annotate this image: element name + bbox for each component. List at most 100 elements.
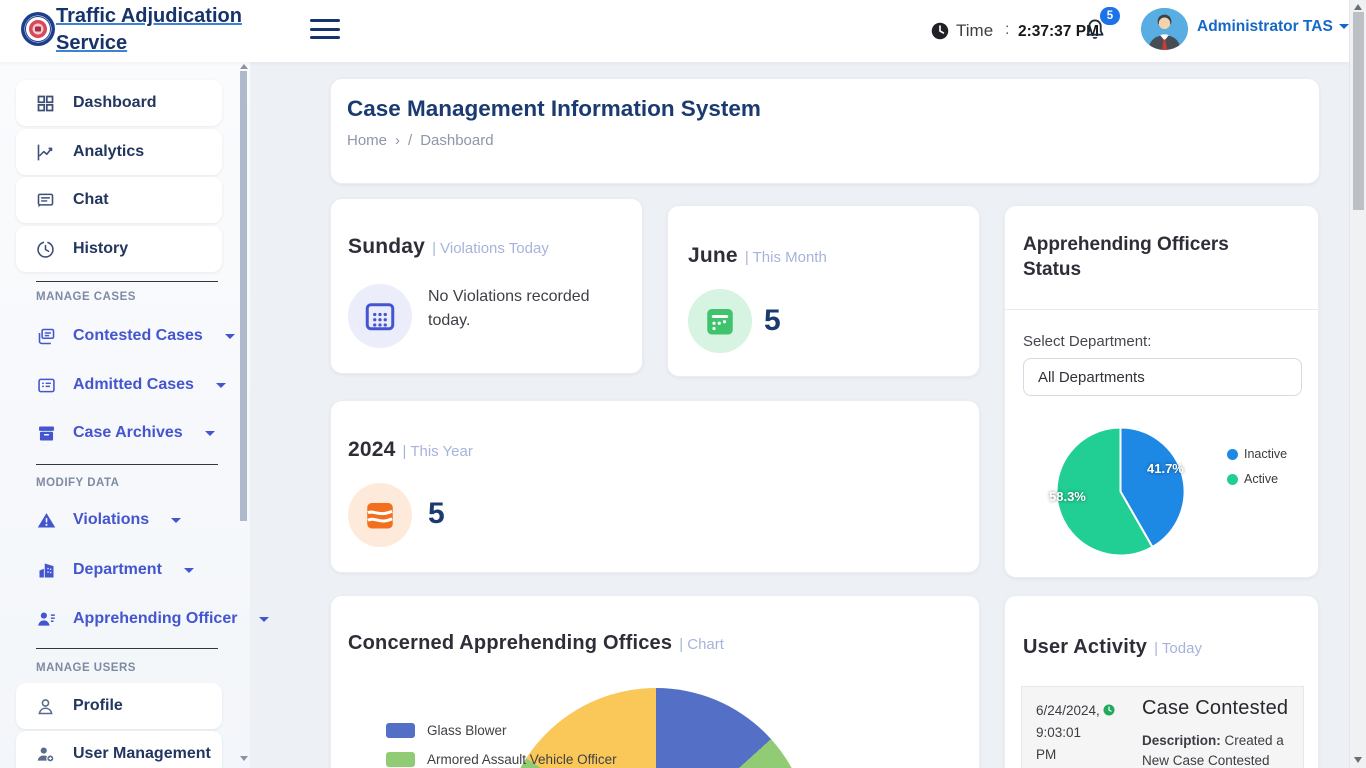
- sidebar-item-dashboard[interactable]: Dashboard: [16, 80, 222, 126]
- breadcrumb-separator: /: [408, 132, 413, 149]
- sidebar-item-contested-cases[interactable]: Contested Cases: [36, 324, 235, 348]
- sidebar-scroll-down-arrow[interactable]: [240, 756, 248, 761]
- breadcrumb-separator: ›: [395, 132, 401, 149]
- person-add-icon: [37, 747, 55, 762]
- offices-card-subtitle: | Chart: [679, 636, 724, 653]
- calendar-icon: [348, 483, 412, 547]
- app-title-link[interactable]: Traffic Adjudication Service: [56, 5, 242, 54]
- sidebar-divider: [36, 464, 218, 465]
- user-activity-card: User Activity | Today 6/24/2024, 9:03:01 …: [1004, 595, 1319, 768]
- caret-down-icon: [259, 616, 270, 622]
- caret-down-icon: [183, 567, 194, 573]
- violations-today-card: Sunday | Violations Today No Violations r…: [330, 198, 643, 374]
- warning-triangle-icon: [37, 512, 56, 527]
- sidebar-item-case-archives[interactable]: Case Archives: [36, 421, 215, 445]
- menu-icon[interactable]: [310, 19, 340, 43]
- select-department-label: Select Department:: [1023, 333, 1152, 350]
- activity-timestamp: 6/24/2024, 9:03:01 PM: [1036, 700, 1136, 766]
- department-select[interactable]: All Departments: [1023, 358, 1302, 396]
- legend-swatch: [386, 752, 415, 767]
- bell-icon[interactable]: [1082, 16, 1108, 44]
- sidebar-divider: [36, 281, 218, 282]
- officers-status-pie-chart: 41.7% 58.3%: [1048, 419, 1193, 564]
- caret-down-icon: [171, 517, 182, 523]
- card-list-icon: [38, 378, 55, 392]
- caret-down-icon: [215, 382, 226, 388]
- sidebar-item-department[interactable]: Department: [36, 558, 194, 582]
- year-subtitle: | This Year: [402, 443, 473, 460]
- history-clock-icon: [37, 240, 54, 258]
- legend-item-active: Active: [1227, 472, 1278, 486]
- officers-card-title: Apprehending Officers Status: [1023, 234, 1229, 280]
- clock-icon: [931, 22, 949, 40]
- legend-item-armored-assault-vehicle-officer[interactable]: Armored Assault Vehicle Officer: [386, 752, 617, 767]
- scroll-up-arrow[interactable]: [1354, 4, 1362, 10]
- officer-person-icon: [38, 612, 55, 626]
- chat-icon: [37, 193, 54, 207]
- avatar[interactable]: [1141, 8, 1188, 50]
- month-count: 5: [764, 304, 781, 337]
- sidebar-item-profile[interactable]: Profile: [16, 683, 222, 729]
- copy-pages-icon: [38, 328, 55, 344]
- activity-card-title: User Activity: [1023, 636, 1148, 658]
- notification-count-badge[interactable]: 5: [1100, 7, 1120, 25]
- sidebar-scroll-up-arrow[interactable]: [240, 64, 248, 69]
- person-outline-icon: [38, 698, 53, 714]
- apprehending-officers-status-card: Apprehending Officers Status Select Depa…: [1004, 205, 1319, 578]
- sidebar-section-modify-data: MODIFY DATA: [36, 477, 120, 489]
- user-name: Administrator TAS: [1197, 18, 1333, 35]
- breadcrumb: Home › / Dashboard: [347, 132, 502, 149]
- scrollbar-thumb[interactable]: [1353, 12, 1364, 210]
- month-subtitle: | This Month: [744, 249, 827, 266]
- concerned-offices-chart-card: Concerned Apprehending Offices | Chart Gl…: [330, 595, 980, 768]
- activity-event-title: Case Contested: [1142, 697, 1289, 719]
- pie-label-active: 58.3%: [1049, 489, 1086, 504]
- activity-entry: 6/24/2024, 9:03:01 PM Case Contested Des…: [1021, 686, 1304, 768]
- calendar-icon: [688, 289, 752, 353]
- pie-slice-active: [1055, 426, 1154, 557]
- caret-down-icon: [1338, 24, 1349, 30]
- today-title: Sunday: [348, 235, 426, 258]
- user-menu[interactable]: Administrator TAS: [1197, 18, 1349, 36]
- breadcrumb-home[interactable]: Home: [347, 132, 388, 149]
- this-year-card: 2024 | This Year 5: [330, 400, 980, 573]
- sidebar: Dashboard Analytics Chat History MANAGE …: [0, 62, 270, 768]
- sidebar-section-manage-cases: MANAGE CASES: [36, 291, 136, 303]
- page-header-card: Case Management Information System Home ›…: [330, 78, 1320, 184]
- activity-card-subtitle: | Today: [1154, 640, 1202, 657]
- sidebar-item-history[interactable]: History: [16, 226, 222, 272]
- legend-item-inactive: Inactive: [1227, 447, 1287, 461]
- calendar-icon: [348, 284, 412, 348]
- building-icon: [39, 563, 54, 577]
- year-title: 2024: [348, 438, 396, 461]
- sidebar-section-manage-users: MANAGE USERS: [36, 662, 136, 674]
- scroll-down-arrow[interactable]: [1354, 757, 1362, 763]
- sidebar-scrollbar-thumb[interactable]: [240, 71, 247, 521]
- line-chart-icon: [37, 144, 53, 160]
- archive-icon: [39, 426, 54, 440]
- agency-seal-logo: [21, 12, 55, 46]
- year-count: 5: [428, 497, 445, 530]
- legend-dot: [1227, 448, 1238, 460]
- sidebar-item-chat[interactable]: Chat: [16, 177, 222, 223]
- breadcrumb-current: Dashboard: [420, 132, 494, 149]
- sidebar-item-user-management[interactable]: User Management: [16, 731, 222, 768]
- sidebar-item-analytics[interactable]: Analytics: [16, 129, 222, 175]
- caret-down-icon: [224, 333, 235, 339]
- sidebar-item-violations[interactable]: Violations: [36, 508, 182, 532]
- legend-item-glass-blower[interactable]: Glass Blower: [386, 723, 507, 738]
- grid-icon: [37, 95, 54, 111]
- this-month-card: June | This Month 5: [667, 205, 980, 377]
- month-title: June: [688, 244, 738, 267]
- sidebar-item-apprehending-officer[interactable]: Apprehending Officer: [36, 607, 270, 631]
- legend-dot: [1227, 473, 1238, 485]
- no-violations-message: No Violations recorded today.: [428, 288, 590, 329]
- time-colon: :: [1005, 21, 1010, 38]
- time-label: Time: [956, 21, 994, 40]
- sidebar-item-admitted-cases[interactable]: Admitted Cases: [36, 373, 226, 397]
- window-scrollbar: [1349, 0, 1366, 768]
- sidebar-divider: [36, 648, 218, 649]
- officers-card-header: Apprehending Officers Status: [1005, 206, 1318, 310]
- pie-slice-inactive: [1119, 426, 1186, 548]
